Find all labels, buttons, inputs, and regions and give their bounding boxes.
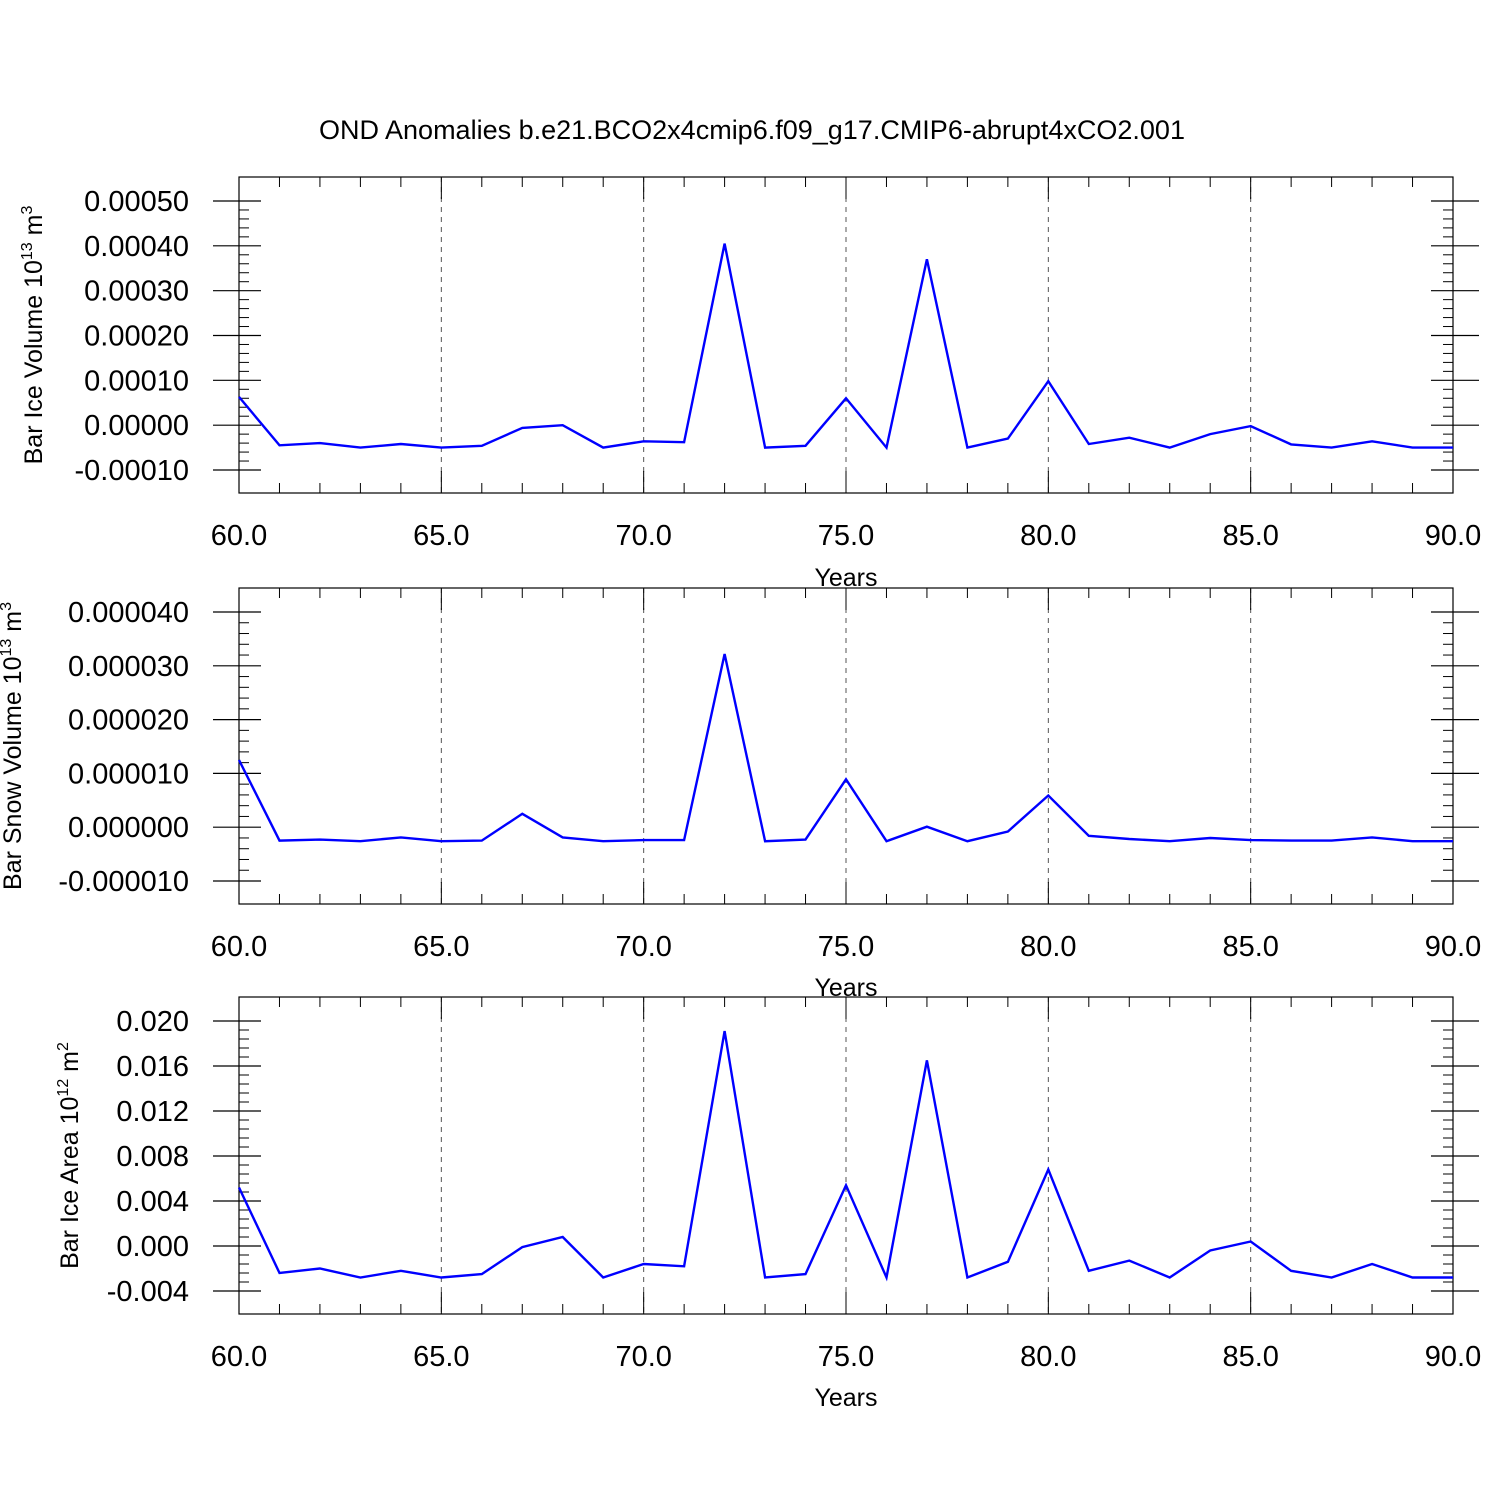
y-axis-label-exponent: 12 — [55, 1079, 72, 1097]
panel-1: -0.00010 0.00000 0.00010 0.00020 0.00030 0.00… — [19, 176, 1481, 592]
y-axis-label: Bar Ice Area 1012 m2 — [55, 1042, 84, 1269]
y-axis-label-text: Bar Snow Volume 10 — [0, 657, 27, 890]
x-tick-label: 85.0 — [1222, 1341, 1278, 1373]
y-axis-label-unit-exponent: 3 — [0, 602, 15, 611]
chart-panels: -0.00010 0.00000 0.00010 0.00020 0.00030 0.00… — [0, 176, 1481, 1412]
y-tick-label: -0.000010 — [58, 866, 189, 898]
y-axis-label-unit: m — [0, 611, 27, 639]
y-axis-label-unit: m — [56, 1051, 84, 1079]
x-tick-label: 60.0 — [211, 931, 267, 963]
y-axis-label-text: Bar Ice Volume 10 — [20, 260, 48, 464]
x-tick-label: 70.0 — [615, 1341, 671, 1373]
x-tick-label: 65.0 — [413, 931, 469, 963]
y-axis-label-text: Bar Ice Area 10 — [56, 1097, 84, 1269]
x-tick-label: 65.0 — [413, 1341, 469, 1373]
y-tick-label: 0.008 — [116, 1141, 189, 1173]
x-tick-label: 85.0 — [1222, 520, 1278, 552]
x-tick-label: 80.0 — [1020, 1341, 1076, 1373]
y-tick-label: 0.000 — [116, 1231, 189, 1263]
y-axis-label-exponent: 13 — [0, 639, 15, 657]
y-axis-label: Bar Snow Volume 1013 m3 — [0, 602, 27, 890]
y-tick-label: -0.00010 — [75, 455, 190, 487]
y-tick-label: 0.012 — [116, 1096, 189, 1128]
y-tick-label: 0.020 — [116, 1006, 189, 1038]
x-axis-label: Years — [814, 1384, 877, 1412]
y-tick-label: 0.00010 — [84, 365, 189, 397]
y-tick-label: 0.00020 — [84, 321, 189, 353]
x-tick-label: 80.0 — [1020, 931, 1076, 963]
x-tick-label: 90.0 — [1425, 931, 1481, 963]
x-axis-label: Years — [814, 564, 877, 592]
x-tick-label: 70.0 — [615, 520, 671, 552]
y-tick-label: 0.000000 — [68, 812, 189, 844]
y-tick-label: -0.004 — [107, 1276, 189, 1308]
y-axis-label-unit-exponent: 2 — [55, 1042, 72, 1051]
y-tick-label: 0.000040 — [68, 597, 189, 629]
x-tick-label: 65.0 — [413, 520, 469, 552]
x-tick-label: 80.0 — [1020, 520, 1076, 552]
y-tick-label: 0.00050 — [84, 186, 189, 218]
x-tick-label: 90.0 — [1425, 520, 1481, 552]
x-tick-label: 85.0 — [1222, 931, 1278, 963]
y-axis-label: Bar Ice Volume 1013 m3 — [19, 206, 48, 465]
y-axis-label-exponent: 13 — [19, 242, 36, 260]
y-tick-label: 0.004 — [116, 1186, 189, 1218]
y-tick-label: 0.000030 — [68, 651, 189, 683]
y-tick-label: 0.00040 — [84, 231, 189, 263]
x-tick-label: 60.0 — [211, 520, 267, 552]
x-tick-label: 60.0 — [211, 1341, 267, 1373]
y-tick-label: 0.000010 — [68, 758, 189, 790]
y-tick-label: 0.00030 — [84, 276, 189, 308]
chart-title: OND Anomalies b.e21.BCO2x4cmip6.f09_g17.… — [319, 115, 1185, 145]
y-tick-label: 0.000020 — [68, 705, 189, 737]
x-tick-label: 75.0 — [818, 931, 874, 963]
panel-3: -0.004 0.000 0.004 0.008 0.012 0.016 0.020 60.0… — [55, 996, 1481, 1412]
y-tick-label: 0.016 — [116, 1051, 189, 1083]
y-tick-label: 0.00000 — [84, 410, 189, 442]
panel-2: -0.000010 0.000000 0.000010 0.000020 0.00003… — [0, 587, 1481, 1002]
x-tick-label: 70.0 — [615, 931, 671, 963]
x-tick-label: 75.0 — [818, 520, 874, 552]
x-tick-label: 90.0 — [1425, 1341, 1481, 1373]
y-axis-label-unit: m — [20, 215, 48, 243]
y-axis-label-unit-exponent: 3 — [19, 206, 36, 215]
x-tick-label: 75.0 — [818, 1341, 874, 1373]
